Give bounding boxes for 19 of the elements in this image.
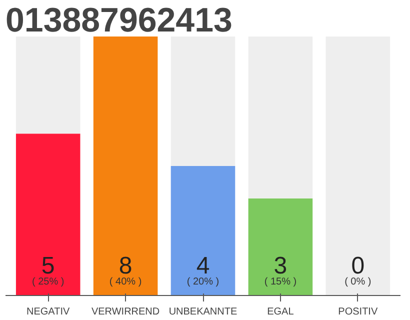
bar <box>248 198 313 296</box>
x-tick-label: POSITIV <box>338 306 378 318</box>
x-tick-label: EGAL <box>267 306 294 318</box>
x-tick-label: NEGATIV <box>26 306 70 318</box>
bar <box>16 134 80 296</box>
text: 8 ( 40% ) <box>109 252 142 288</box>
text: 0 ( 0% ) <box>344 252 372 288</box>
bar <box>248 36 313 198</box>
bar <box>93 36 158 296</box>
chart-title: 013887962413 <box>6 2 232 40</box>
x-tick-label: UNBEKANNTE <box>168 306 238 318</box>
bar <box>16 36 80 134</box>
bar <box>170 36 236 166</box>
text: 3 ( 15% ) <box>264 252 297 288</box>
text: 4 ( 20% ) <box>186 252 220 288</box>
text: 5 ( 25% ) <box>32 252 64 288</box>
x-tick-label: VERWIRREND <box>91 306 160 318</box>
bar <box>170 166 236 296</box>
bar <box>326 36 390 296</box>
